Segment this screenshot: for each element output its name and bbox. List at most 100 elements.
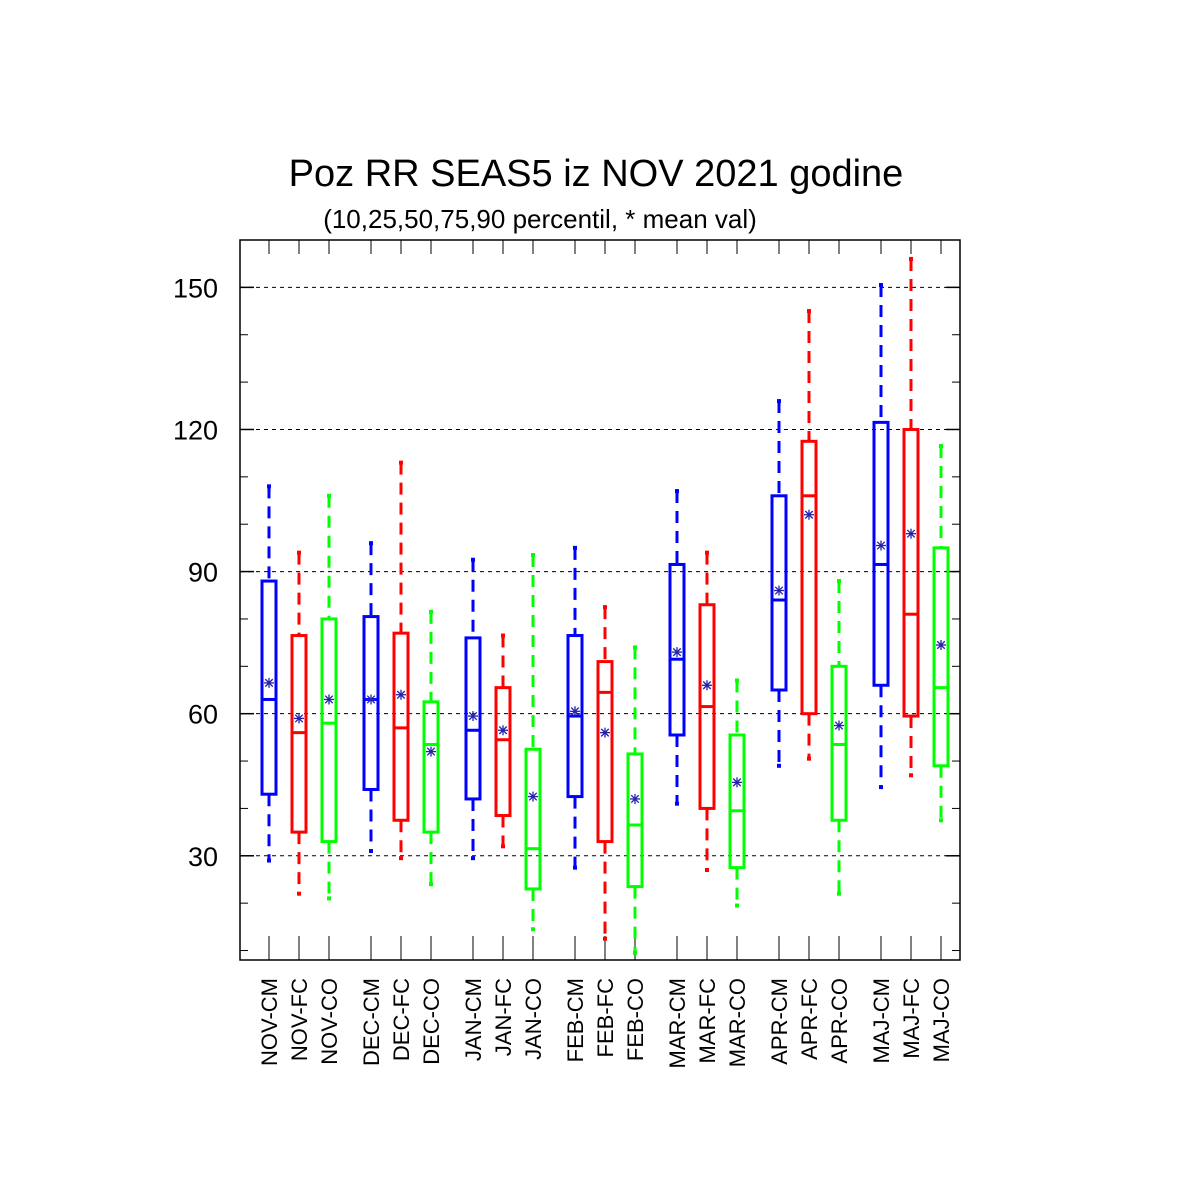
iqr-box bbox=[320, 617, 338, 844]
box-dec-cm bbox=[362, 541, 380, 854]
x-tick-label-apr-co: APR-CO bbox=[827, 978, 852, 1064]
mean-marker bbox=[630, 793, 640, 804]
boxes bbox=[260, 256, 950, 955]
box-feb-co bbox=[626, 645, 644, 955]
box-jan-fc bbox=[494, 633, 512, 849]
mean-marker bbox=[936, 640, 946, 650]
box-feb-fc bbox=[596, 605, 614, 941]
x-tick-label-jan-cm: JAN-CM bbox=[461, 978, 486, 1061]
plot-frame bbox=[239, 239, 961, 961]
y-tick-label-30: 30 bbox=[188, 842, 218, 872]
iqr-box bbox=[770, 494, 788, 692]
box-maj-cm bbox=[872, 283, 890, 790]
y-tick-label-90: 90 bbox=[188, 558, 218, 588]
mean-stroke bbox=[426, 747, 436, 756]
mean-marker bbox=[906, 528, 916, 539]
mean-stroke bbox=[906, 529, 916, 538]
mean-stroke bbox=[600, 728, 610, 737]
mean-stroke bbox=[528, 792, 538, 801]
iqr-box bbox=[494, 686, 512, 818]
box-nov-cm bbox=[260, 484, 278, 863]
mean-marker bbox=[804, 509, 814, 520]
chart-subtitle: (10,25,50,75,90 percentil, * mean val) bbox=[323, 204, 757, 234]
iqr-box bbox=[668, 562, 686, 737]
x-tick-label-apr-fc: APR-FC bbox=[797, 978, 822, 1060]
x-tick-label-maj-cm: MAJ-CM bbox=[869, 978, 894, 1064]
mean-stroke bbox=[468, 711, 478, 721]
x-tick-label-dec-fc: DEC-FC bbox=[389, 978, 414, 1061]
iqr-box bbox=[800, 439, 818, 716]
box-maj-fc bbox=[902, 256, 920, 778]
mean-marker bbox=[528, 791, 538, 802]
box-mar-fc bbox=[698, 550, 716, 872]
box-nov-fc bbox=[290, 550, 308, 896]
iqr-box bbox=[902, 427, 920, 718]
mean-marker bbox=[324, 694, 334, 705]
mean-marker bbox=[570, 706, 580, 717]
mean-stroke bbox=[774, 586, 784, 595]
box-mar-cm bbox=[668, 489, 686, 806]
mean-stroke bbox=[876, 541, 886, 550]
iqr-box bbox=[872, 420, 890, 687]
y-tick-label-120: 120 bbox=[173, 415, 218, 445]
x-tick-label-mar-fc: MAR-FC bbox=[695, 978, 720, 1064]
x-tick-label-feb-cm: FEB-CM bbox=[563, 978, 588, 1062]
mean-stroke bbox=[732, 778, 742, 787]
y-tick-label-150: 150 bbox=[173, 273, 218, 303]
iqr-box bbox=[596, 660, 614, 844]
mean-marker bbox=[366, 694, 376, 705]
mean-marker bbox=[498, 725, 508, 736]
mean-marker bbox=[774, 585, 784, 596]
x-tick-label-jan-fc: JAN-FC bbox=[491, 978, 516, 1056]
x-tick-label-jan-co: JAN-CO bbox=[521, 978, 546, 1060]
mean-stroke bbox=[498, 726, 508, 735]
iqr-box bbox=[932, 546, 950, 768]
mean-stroke bbox=[264, 678, 274, 688]
axes: 30 60 90 120 150 bbox=[173, 239, 960, 960]
iqr-box bbox=[362, 615, 380, 791]
mean-marker bbox=[834, 720, 844, 731]
iqr-box bbox=[524, 747, 542, 891]
iqr-box bbox=[728, 733, 746, 870]
x-tick-label-dec-co: DEC-CO bbox=[419, 978, 444, 1065]
x-tick-label-mar-co: MAR-CO bbox=[725, 978, 750, 1067]
iqr-box bbox=[626, 752, 644, 889]
mean-marker bbox=[426, 746, 436, 757]
iqr-box bbox=[422, 700, 440, 834]
x-tick-label-apr-cm: APR-CM bbox=[767, 978, 792, 1065]
box-feb-cm bbox=[566, 545, 584, 870]
box-jan-cm bbox=[464, 557, 482, 861]
box-jan-co bbox=[524, 553, 542, 932]
box-apr-fc bbox=[800, 309, 818, 761]
box-dec-fc bbox=[392, 460, 410, 861]
iqr-box bbox=[464, 636, 482, 801]
gridlines bbox=[240, 286, 960, 857]
mean-marker bbox=[468, 711, 478, 722]
mean-marker bbox=[702, 680, 712, 691]
x-tick-label-dec-cm: DEC-CM bbox=[359, 978, 384, 1066]
x-tick-label-nov-cm: NOV-CM bbox=[257, 978, 282, 1066]
x-tick-label-feb-co: FEB-CO bbox=[623, 978, 648, 1061]
mean-marker bbox=[672, 647, 682, 658]
x-tick-label-maj-co: MAJ-CO bbox=[929, 978, 954, 1062]
mean-marker bbox=[732, 777, 742, 788]
x-tick-label-nov-co: NOV-CO bbox=[317, 978, 342, 1065]
mean-stroke bbox=[324, 695, 334, 704]
mean-stroke bbox=[630, 794, 640, 804]
y-tick-label-60: 60 bbox=[188, 700, 218, 730]
x-tick-label-mar-cm: MAR-CM bbox=[665, 978, 690, 1068]
mean-stroke bbox=[936, 640, 946, 650]
mean-stroke bbox=[294, 714, 304, 723]
iqr-box bbox=[260, 579, 278, 796]
chart-title: Poz RR SEAS5 iz NOV 2021 godine bbox=[289, 153, 904, 195]
mean-marker bbox=[876, 540, 886, 551]
mean-stroke bbox=[570, 707, 580, 716]
box-apr-cm bbox=[770, 399, 788, 768]
box-apr-co bbox=[830, 579, 848, 896]
mean-stroke bbox=[366, 695, 376, 704]
x-tick-label-maj-fc: MAJ-FC bbox=[899, 978, 924, 1059]
box-mar-co bbox=[728, 678, 746, 908]
mean-stroke bbox=[834, 721, 844, 730]
box-maj-co bbox=[932, 444, 950, 823]
